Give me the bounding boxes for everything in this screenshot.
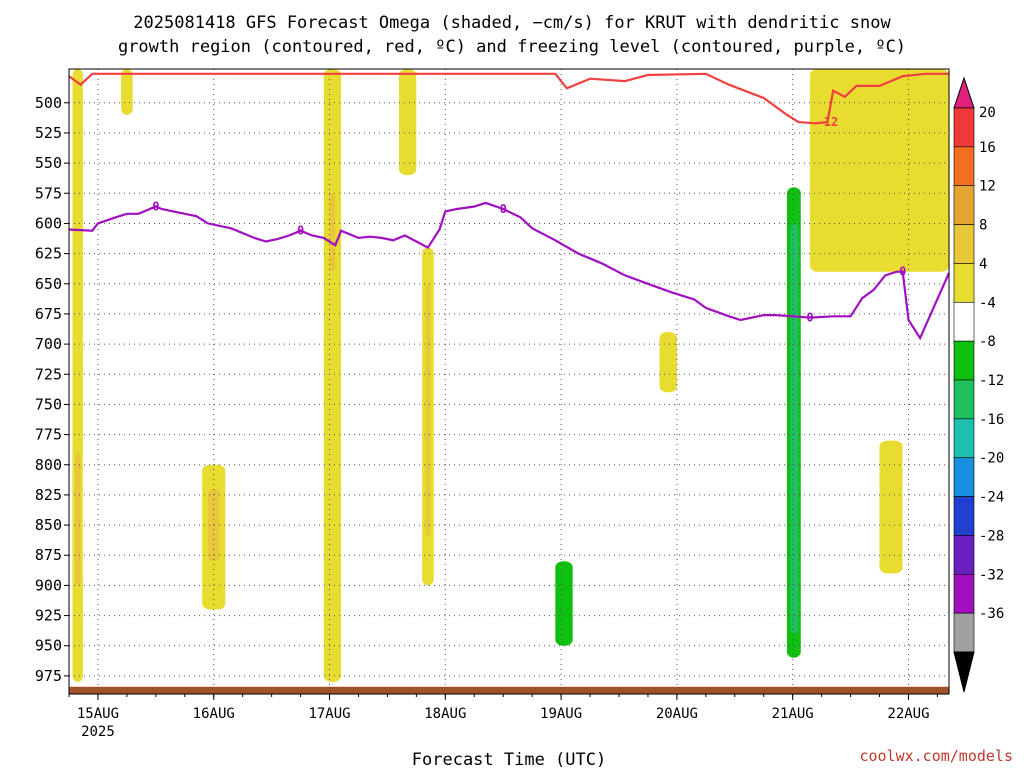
colorbar-tick-label: 8 xyxy=(979,218,987,234)
omega-region xyxy=(399,69,417,176)
y-tick-label: 600 xyxy=(35,214,62,232)
omega-region xyxy=(902,404,938,658)
freezing-level-contour xyxy=(68,201,951,341)
y-tick-label: 850 xyxy=(35,516,62,534)
x-tick-label: 20AUG xyxy=(656,706,698,722)
x-tick-label: 18AUG xyxy=(424,706,466,722)
y-axis: 500 525 550 575 600 625 650 675 700 725 750 775 800 8… xyxy=(35,94,69,685)
y-tick-label: 750 xyxy=(35,395,62,413)
colorbar-top-arrow xyxy=(953,76,975,109)
colorbar-swatch xyxy=(953,496,975,536)
omega-region xyxy=(207,488,220,562)
colorbar-tick-label: -16 xyxy=(979,412,1004,428)
y-tick-label: 525 xyxy=(35,124,62,142)
freezing-level-contour-label: 0 xyxy=(152,200,159,214)
colorbar-swatch xyxy=(953,263,975,303)
x-axis-label: Forecast Time (UTC) xyxy=(412,750,606,768)
omega-region xyxy=(879,440,903,574)
y-tick-label: 900 xyxy=(35,576,62,594)
freezing-level-contour-label: 0 xyxy=(500,202,507,216)
dgz-contour-label: -12 xyxy=(817,115,839,129)
omega-region xyxy=(72,69,83,682)
y-tick-label: 725 xyxy=(35,365,62,383)
omega-region xyxy=(425,283,431,538)
colorbar-swatch xyxy=(953,418,975,459)
y-tick-label: 775 xyxy=(35,426,62,444)
x-tick-label: 22AUG xyxy=(887,706,929,722)
omega-region xyxy=(121,69,133,115)
x-tick-label: 15AUG xyxy=(77,706,119,722)
dgz-contour xyxy=(68,72,949,125)
x-tick-label: 17AUG xyxy=(308,706,350,722)
colorbar-tick-label: -20 xyxy=(979,451,1004,467)
omega-region xyxy=(323,69,342,682)
x-tick-sublabel: 2025 xyxy=(81,724,115,740)
colorbar-tick-label: 12 xyxy=(979,179,996,195)
omega-region xyxy=(659,332,677,393)
y-tick-label: 975 xyxy=(35,667,62,685)
y-tick-label: 675 xyxy=(35,305,62,323)
colorbar-swatch xyxy=(953,612,975,653)
colorbar-tick-label: 16 xyxy=(979,140,996,156)
colorbar-swatch xyxy=(953,340,975,381)
omega-region xyxy=(329,193,336,272)
colorbar-tick-label: -28 xyxy=(979,528,1004,544)
omega-region xyxy=(790,223,799,634)
colorbar-swatch xyxy=(953,107,975,148)
omega-region xyxy=(352,223,371,658)
colorbar-swatch xyxy=(953,457,975,497)
x-tick-label: 21AUG xyxy=(772,706,814,722)
freezing-level-contour-label: 0 xyxy=(297,224,304,238)
colorbar-swatch xyxy=(953,146,975,187)
x-tick-label: 19AUG xyxy=(540,706,582,722)
colorbar-swatch xyxy=(953,224,975,264)
watermark-text: coolwx.com/models xyxy=(859,747,1013,765)
y-tick-label: 875 xyxy=(35,546,62,564)
colorbar-swatch xyxy=(953,301,975,342)
omega-region xyxy=(810,69,949,272)
colorbar-swatch xyxy=(953,535,975,575)
y-tick-label: 550 xyxy=(35,154,62,172)
omega-region xyxy=(236,500,249,586)
freezing-level-contour-label: 0 xyxy=(899,265,906,279)
colorbar-tick-label: -24 xyxy=(979,490,1004,506)
colorbar-tick-label: 4 xyxy=(979,256,987,272)
colorbar: 20 16 12 8 4 -4 -8 -12 -16 -20 -24 -28 -32 -36 xyxy=(953,76,1004,693)
colorbar-swatch xyxy=(953,573,975,614)
colorbar-bottom-arrow xyxy=(953,651,975,693)
y-tick-label: 625 xyxy=(35,245,62,263)
colorbar-tick-label: -12 xyxy=(979,373,1004,389)
colorbar-tick-label: -32 xyxy=(979,567,1004,583)
omega-region xyxy=(555,561,573,646)
colorbar-swatch xyxy=(953,185,975,225)
omega-region xyxy=(74,452,81,586)
y-tick-label: 825 xyxy=(35,486,62,504)
y-tick-label: 650 xyxy=(35,275,62,293)
y-tick-label: 700 xyxy=(35,335,62,353)
colorbar-tick-label: 20 xyxy=(979,105,996,121)
colorbar-swatch xyxy=(953,379,975,420)
colorbar-tick-label: -36 xyxy=(979,606,1004,622)
y-tick-label: 500 xyxy=(35,94,62,112)
y-tick-label: 950 xyxy=(35,637,62,655)
contours: 0 0 0 0 0 -12 xyxy=(68,72,951,341)
chart-title-line1: 2025081418 GFS Forecast Omega (shaded, −… xyxy=(133,13,891,33)
plot-frame xyxy=(68,68,950,695)
freezing-level-contour-label: 0 xyxy=(806,311,813,325)
grid-lines xyxy=(69,69,949,694)
y-tick-label: 800 xyxy=(35,456,62,474)
colorbar-tick-label: -8 xyxy=(979,334,996,350)
y-tick-label: 925 xyxy=(35,607,62,625)
x-axis: 15AUG 2025 16AUG 17AUG 18AUG 19AUG 20AUG 21AUG 2… xyxy=(68,694,938,740)
terrain-surface xyxy=(69,686,949,694)
x-tick-label: 16AUG xyxy=(193,706,235,722)
omega-region xyxy=(682,69,706,176)
terrain-band xyxy=(69,686,949,694)
omega-shading xyxy=(72,69,949,688)
colorbar-tick-label: -4 xyxy=(979,295,996,311)
y-tick-label: 575 xyxy=(35,184,62,202)
chart-title-line2: growth region (contoured, red, ºC) and f… xyxy=(118,37,906,57)
